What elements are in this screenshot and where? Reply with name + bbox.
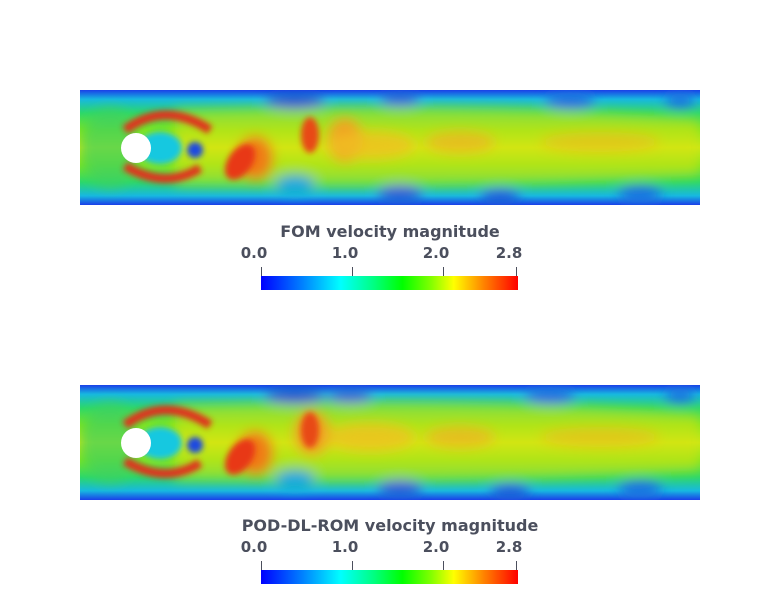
- cylinder-obstacle: [121, 428, 151, 458]
- colorbar-tick-label: 2.0: [422, 244, 450, 262]
- colorbar-tick-mark: [261, 561, 262, 570]
- colorbar-tick-mark: [352, 267, 353, 276]
- pod-dl-rom-velocity-field: [80, 385, 700, 500]
- colorbar-tick-label: 0.0: [240, 538, 268, 556]
- colorbar-tick-label: 1.0: [331, 538, 359, 556]
- colorbar-tick-mark: [443, 267, 444, 276]
- colorbar-tick-label: 2.8: [495, 244, 523, 262]
- colorbar-tick-label: 2.0: [422, 538, 450, 556]
- cylinder-obstacle: [121, 133, 151, 163]
- colorbar-tick-label: 1.0: [331, 244, 359, 262]
- colorbar-tick-label: 0.0: [240, 244, 268, 262]
- colorbar-tick-mark: [516, 561, 517, 570]
- fom-velocity-field: [80, 90, 700, 205]
- colorbar-tick-mark: [261, 267, 262, 276]
- colorbar-title: POD-DL-ROM velocity magnitude: [241, 516, 539, 535]
- colorbar-tick-mark: [516, 267, 517, 276]
- colorbar: [261, 570, 518, 584]
- colorbar: [261, 276, 518, 290]
- colorbar-tick-mark: [352, 561, 353, 570]
- colorbar-title: FOM velocity magnitude: [280, 222, 500, 241]
- colorbar-tick-mark: [443, 561, 444, 570]
- colorbar-tick-label: 2.8: [495, 538, 523, 556]
